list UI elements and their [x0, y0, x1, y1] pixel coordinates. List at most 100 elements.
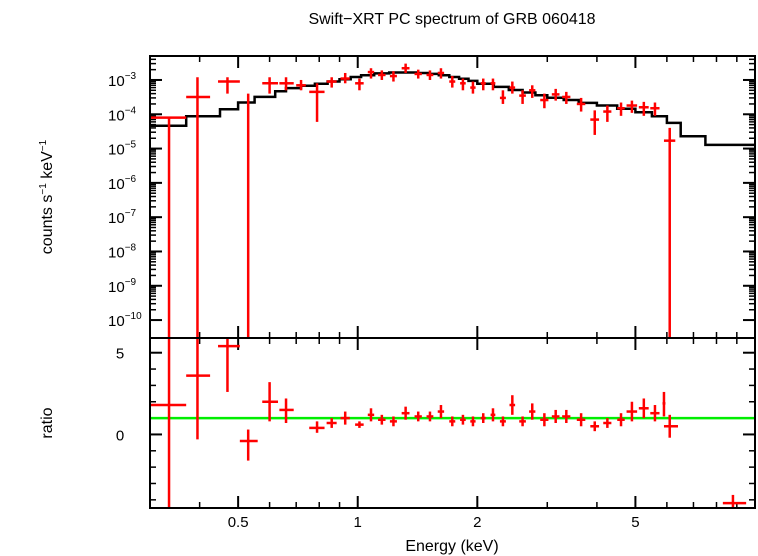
y-tick-label: 10−4 [108, 105, 137, 124]
ratio-data-point [480, 413, 486, 423]
x-tick-label: 0.5 [228, 514, 249, 531]
ratio-data-point [490, 408, 496, 422]
ratio-data-point [378, 414, 386, 425]
spectrum-data-point [490, 78, 496, 91]
spectrum-data-point [389, 71, 397, 82]
ratio-data-point [309, 421, 325, 433]
spectrum-data-point [426, 70, 434, 80]
spectrum-data-point [309, 83, 325, 122]
ratio-data-point [519, 416, 526, 427]
chart-title: Swift−XRT PC spectrum of GRB 060418 [308, 11, 595, 28]
spectrum-data-point [509, 81, 516, 94]
ratio-data-point [662, 391, 666, 417]
spectrum-data-point [186, 77, 211, 338]
ratio-data-point [638, 398, 649, 419]
spectrum-data-point [650, 102, 660, 116]
y-tick-label: 10−7 [108, 208, 137, 227]
ratio-y-tick-labels: 05 [116, 346, 124, 445]
spectrum-data-point [603, 105, 612, 122]
spectrum-data-point [367, 68, 375, 79]
y-tick-label: 10−3 [108, 71, 137, 90]
spectrum-data-point [340, 72, 350, 84]
spectrum-data-point [663, 127, 676, 338]
spectrum-data-point [296, 79, 306, 91]
y-tick-label: 10−8 [108, 242, 137, 261]
top-axis-ticks [150, 55, 755, 350]
spectrum-data-point [540, 93, 549, 109]
ratio-data-point [262, 382, 279, 422]
ratio-data-point [617, 413, 625, 427]
ratio-data-point [722, 494, 747, 508]
ratio-data-point [663, 414, 679, 438]
spectrum-data-point [279, 77, 294, 91]
ratio-data-point [186, 338, 211, 440]
x-tick-label: 2 [473, 514, 481, 531]
spectrum-data-point [437, 68, 445, 79]
ylabel-main: counts s [39, 195, 56, 255]
spectrum-data-point [401, 63, 410, 73]
ratio-data-point [367, 408, 375, 422]
ratio-y-tick-label: 5 [116, 346, 124, 363]
ratio-y-tick-label: 0 [116, 427, 124, 444]
ratio-data-point [401, 406, 410, 420]
ratio-data-series [150, 338, 747, 508]
y-tick-label: 10−9 [108, 277, 137, 296]
spectrum-data-point [218, 77, 240, 94]
spectrum-data-point [576, 97, 586, 112]
spectrum-data-point [551, 88, 560, 101]
spectrum-data-point [519, 90, 526, 104]
ratio-data-point [509, 395, 516, 415]
spectrum-y-axis-label: counts s−1 keV−1 [38, 139, 56, 254]
ratio-data-point [460, 414, 466, 425]
ylabel-exp1: −1 [38, 183, 49, 195]
spectrum-data-point [262, 77, 279, 94]
spectrum-data-point [529, 85, 536, 98]
x-tick-label: 1 [354, 514, 362, 531]
ratio-data-point [326, 418, 337, 428]
ratio-data-point [239, 429, 258, 461]
y-tick-label: 10−10 [108, 311, 142, 330]
ratio-panel: 05 0.5 1 2 5 ratio Energy (keV) [39, 337, 756, 555]
ratio-data-point [355, 421, 364, 428]
y-tick-label: 10−6 [108, 174, 137, 193]
ratio-data-point [150, 338, 187, 508]
spectrum-data-point [562, 91, 571, 104]
ratio-data-point [540, 413, 549, 427]
spectrum-data-point [626, 100, 638, 113]
spectrum-data-point [638, 101, 649, 116]
spectrum-data-point [355, 78, 364, 91]
ratio-data-point [576, 413, 586, 427]
spectrum-data-point [590, 110, 600, 135]
spectrum-data-point [470, 81, 476, 94]
spectrum-data-point [414, 69, 422, 79]
ratio-data-point [529, 403, 536, 420]
ratio-data-point [603, 418, 612, 428]
ratio-data-point [279, 398, 294, 423]
ratio-y-axis-label: ratio [39, 407, 56, 438]
ratio-data-point [551, 409, 560, 423]
ratio-data-point [626, 401, 638, 422]
spectrum-data-point [378, 70, 386, 80]
spectrum-data-point [480, 78, 486, 91]
ratio-data-point [340, 411, 350, 425]
ratio-data-point [449, 416, 456, 427]
spectrum-data-point [326, 77, 337, 88]
ratio-data-point [218, 338, 240, 392]
ratio-data-point [650, 405, 660, 422]
ratio-data-point [426, 411, 434, 422]
x-tick-labels: 0.5 1 2 5 [228, 514, 640, 531]
spectrum-data-point [460, 78, 466, 91]
spectrum-y-tick-labels: 10−10 10−9 10−8 10−7 10−6 10−5 10−4 10−3 [108, 71, 142, 330]
ratio-data-point [414, 411, 422, 422]
ratio-data-point [389, 416, 397, 427]
ratio-data-point [499, 416, 506, 427]
spectrum-data-series [150, 63, 676, 338]
x-axis-label: Energy (keV) [405, 538, 498, 555]
x-tick-label: 5 [631, 514, 639, 531]
spectrum-data-point [617, 102, 625, 116]
spectrum-data-point [150, 116, 187, 338]
spectrum-plot-frame [149, 55, 756, 339]
ratio-data-point [470, 416, 476, 427]
y-tick-label: 10−5 [108, 140, 137, 159]
